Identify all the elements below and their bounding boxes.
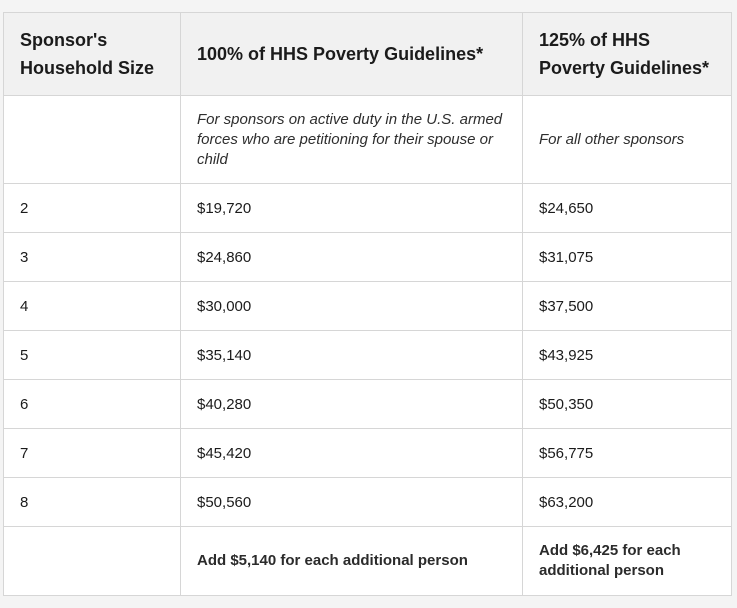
additional-person-row: Add $5,140 for each additional person Ad… <box>3 526 732 596</box>
table-header: Sponsor's Household Size 100% of HHS Pov… <box>3 12 732 96</box>
guideline-100-cell: $24,860 <box>180 232 523 282</box>
guideline-125-cell: $43,925 <box>522 330 732 380</box>
poverty-guidelines-table-container: Sponsor's Household Size 100% of HHS Pov… <box>3 12 732 596</box>
note-cell-household <box>3 95 181 184</box>
household-size-cell: 7 <box>3 428 181 478</box>
guideline-125-cell: $63,200 <box>522 477 732 527</box>
poverty-guidelines-table: Sponsor's Household Size 100% of HHS Pov… <box>3 12 732 596</box>
household-size-cell: 8 <box>3 477 181 527</box>
household-size-cell: 5 <box>3 330 181 380</box>
note-cell-125-percent: For all other sponsors <box>522 95 732 184</box>
guideline-100-cell: $35,140 <box>180 330 523 380</box>
household-size-cell: 4 <box>3 281 181 331</box>
table-row: 6 $40,280 $50,350 <box>3 379 732 429</box>
table-row: 3 $24,860 $31,075 <box>3 232 732 282</box>
header-125-percent: 125% of HHS Poverty Guidelines* <box>522 12 732 96</box>
header-household-size: Sponsor's Household Size <box>3 12 181 96</box>
guideline-125-cell: $31,075 <box>522 232 732 282</box>
note-row: For sponsors on active duty in the U.S. … <box>3 95 732 184</box>
footer-cell-household <box>3 526 181 596</box>
guideline-125-cell: $37,500 <box>522 281 732 331</box>
guideline-125-cell: $56,775 <box>522 428 732 478</box>
guideline-100-cell: $45,420 <box>180 428 523 478</box>
table-row: 5 $35,140 $43,925 <box>3 330 732 380</box>
table-body: For sponsors on active duty in the U.S. … <box>3 95 732 596</box>
table-row: 4 $30,000 $37,500 <box>3 281 732 331</box>
footer-cell-125-percent: Add $6,425 for each additional person <box>522 526 732 596</box>
header-100-percent: 100% of HHS Poverty Guidelines* <box>180 12 523 96</box>
header-row: Sponsor's Household Size 100% of HHS Pov… <box>3 12 732 96</box>
guideline-125-cell: $24,650 <box>522 183 732 233</box>
guideline-100-cell: $40,280 <box>180 379 523 429</box>
footer-cell-100-percent: Add $5,140 for each additional person <box>180 526 523 596</box>
note-cell-100-percent: For sponsors on active duty in the U.S. … <box>180 95 523 184</box>
guideline-100-cell: $30,000 <box>180 281 523 331</box>
household-size-cell: 2 <box>3 183 181 233</box>
table-row: 8 $50,560 $63,200 <box>3 477 732 527</box>
table-row: 7 $45,420 $56,775 <box>3 428 732 478</box>
guideline-125-cell: $50,350 <box>522 379 732 429</box>
household-size-cell: 3 <box>3 232 181 282</box>
guideline-100-cell: $50,560 <box>180 477 523 527</box>
table-row: 2 $19,720 $24,650 <box>3 183 732 233</box>
household-size-cell: 6 <box>3 379 181 429</box>
guideline-100-cell: $19,720 <box>180 183 523 233</box>
